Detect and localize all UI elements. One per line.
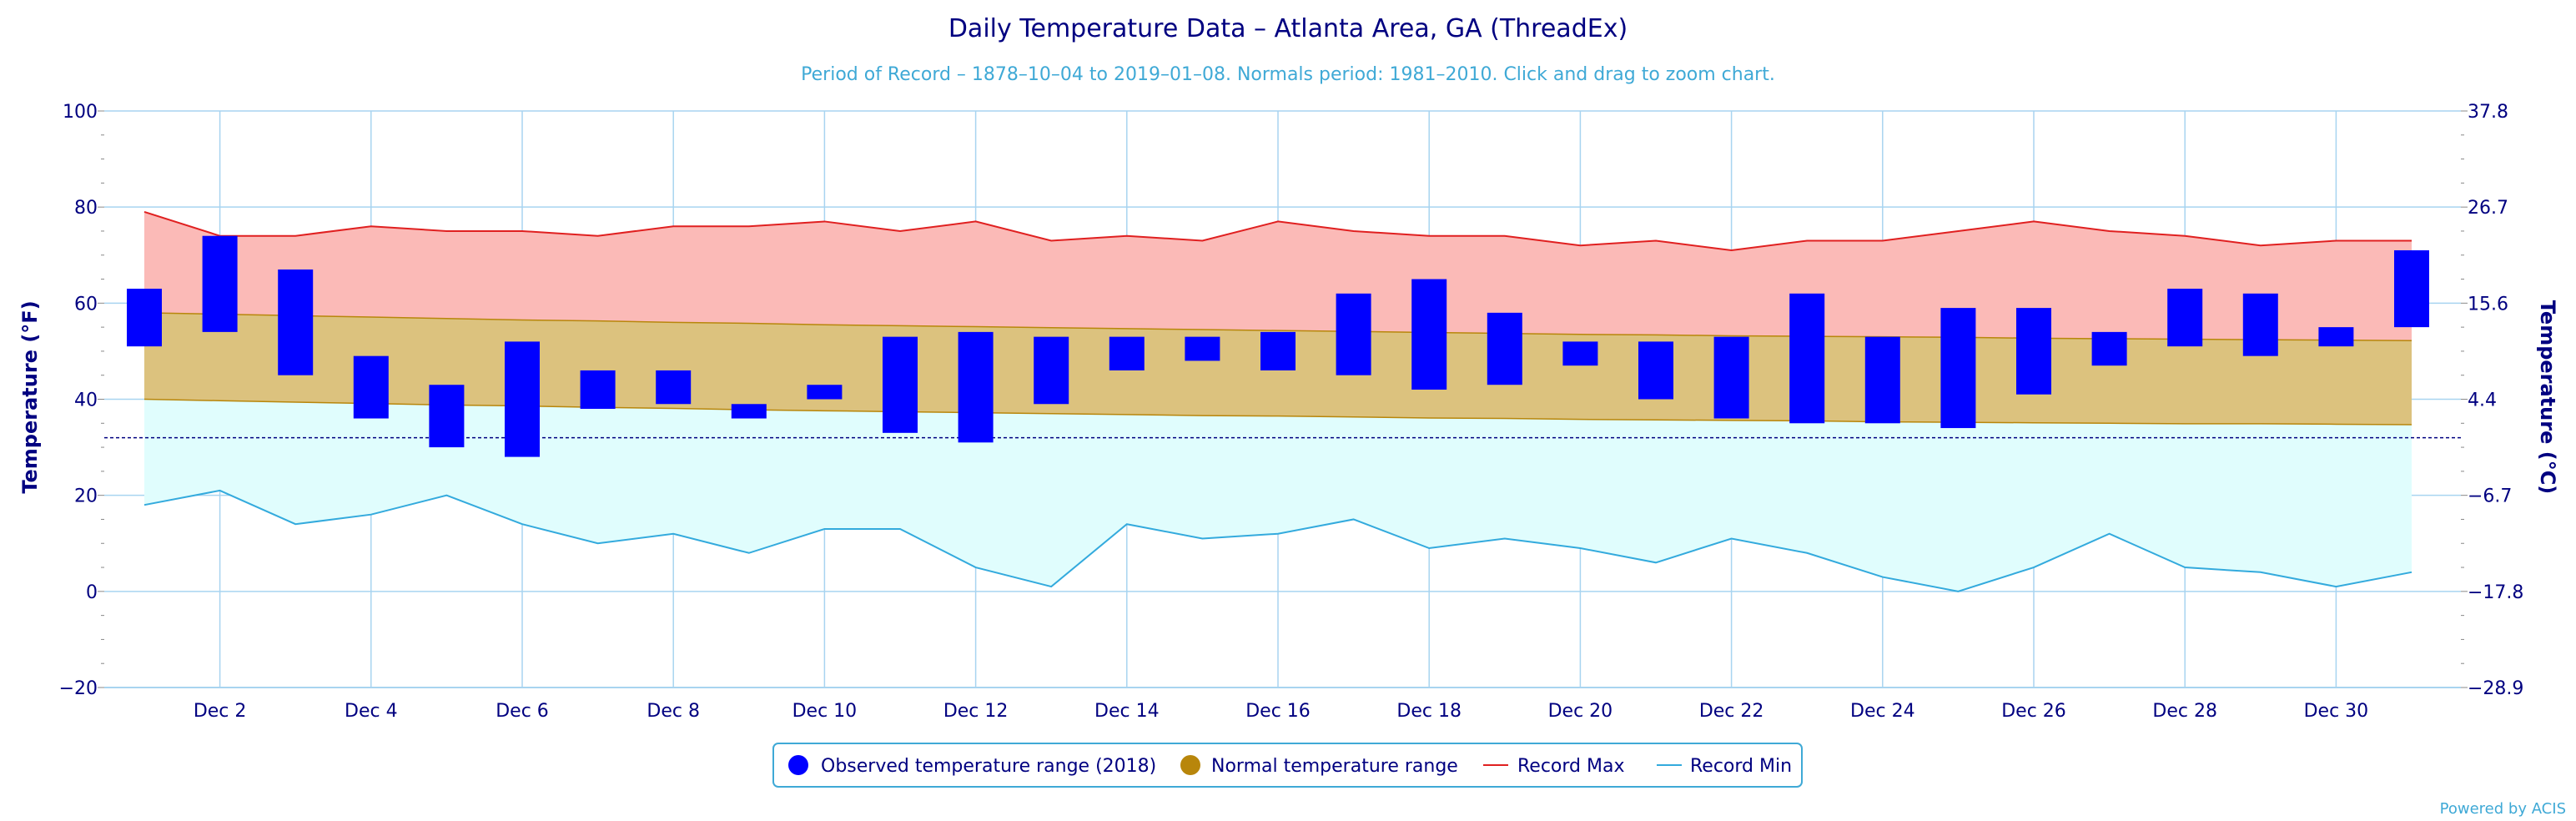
x-tick-label: Dec 4 [345,701,398,722]
x-tick-label: Dec 22 [1699,701,1764,722]
observed-bar[interactable] [656,370,692,405]
observed-bar[interactable] [353,355,389,419]
record-max-area [144,211,2412,341]
observed-bar[interactable] [2091,331,2127,366]
x-tick-label: Dec 2 [194,701,247,722]
x-tick-label: Dec 18 [1396,701,1462,722]
observed-bar[interactable] [1411,279,1447,390]
observed-bar[interactable] [731,404,767,419]
legend-record-min-label: Record Min [1690,756,1792,777]
y-tick-label-right: 4.4 [2468,390,2497,411]
x-tick-label: Dec 8 [647,701,700,722]
y-tick-label-left: 100 [63,102,98,123]
observed-bar[interactable] [1336,293,1371,375]
observed-bar[interactable] [2016,308,2051,395]
observed-range-bars[interactable] [127,235,2429,457]
x-tick-label: Dec 14 [1094,701,1160,722]
observed-bar[interactable] [429,385,465,448]
x-axis-ticks: Dec 2 Dec 4 Dec 6 Dec 8 Dec 10 Dec 12 Dec 14 De… [194,701,2368,722]
y-tick-label-left: 80 [74,198,98,219]
legend-record-max-label: Record Max [1517,756,1625,777]
observed-bar[interactable] [1487,312,1522,385]
y-tick-label-left: 20 [74,486,98,507]
legend[interactable]: Observed temperature range (2018) Normal… [772,743,1803,788]
observed-bar[interactable] [1864,336,1900,424]
observed-bar[interactable] [580,370,616,410]
y-tick-label-right: −6.7 [2468,486,2512,507]
y-axis-left-ticks: 100 80 60 40 20 0 −20 [59,102,104,699]
observed-bar[interactable] [1185,336,1220,361]
credits-link[interactable]: Powered by ACIS [2440,800,2566,818]
y-tick-label-left: −20 [59,678,98,699]
legend-box [772,743,1803,788]
observed-bar[interactable] [1260,331,1296,370]
x-tick-label: Dec 12 [943,701,1009,722]
observed-bar[interactable] [1109,336,1145,370]
x-tick-label: Dec 16 [1245,701,1311,722]
observed-bar[interactable] [2167,289,2203,347]
observed-bar[interactable] [505,341,540,457]
legend-item-observed[interactable]: Observed temperature range (2018) [788,755,1156,777]
x-tick-label: Dec 10 [792,701,858,722]
x-tick-label: Dec 30 [2304,701,2369,722]
legend-observed-label: Observed temperature range (2018) [821,756,1156,777]
legend-item-record-min[interactable]: Record Min [1657,756,1792,777]
legend-observed-marker [788,755,808,775]
observed-bar[interactable] [1789,293,1825,424]
observed-bar[interactable] [883,336,918,433]
observed-bar[interactable] [127,289,162,347]
y-axis-right-title: Temperature (°C) [2536,300,2559,495]
y-tick-label-right: 15.6 [2468,294,2508,315]
record-min-line [143,489,2412,592]
x-tick-label: Dec 20 [1548,701,1613,722]
y-tick-label-left: 0 [86,582,98,603]
chart-subtitle: Period of Record – 1878–10–04 to 2019–01… [801,64,1775,85]
y-tick-label-right: 37.8 [2468,102,2508,123]
observed-bar[interactable] [278,269,314,375]
y-minor-ticks [101,134,2464,664]
y-tick-label-right: −28.9 [2468,678,2523,699]
legend-normal-marker [1180,755,1200,775]
observed-bar[interactable] [1638,341,1673,400]
observed-bar[interactable] [1562,341,1598,366]
observed-bar[interactable] [2394,249,2429,328]
observed-bar[interactable] [807,385,843,400]
observed-bar[interactable] [2318,327,2354,347]
x-tick-label: Dec 6 [496,701,549,722]
chart-title: Daily Temperature Data – Atlanta Area, G… [948,14,1628,43]
y-tick-label-left: 40 [74,390,98,411]
x-tick-label: Dec 24 [1850,701,1915,722]
y-axis-left-title: Temperature (°F) [18,300,42,493]
legend-normal-label: Normal temperature range [1211,756,1458,777]
observed-bar[interactable] [2242,293,2278,356]
y-tick-label-right: 26.7 [2468,198,2508,219]
legend-item-record-max[interactable]: Record Max [1483,756,1625,777]
y-axis-right-ticks: 37.8 26.7 15.6 4.4 −6.7 −17.8 −28.9 [2461,102,2523,699]
record-max-line [143,210,2412,251]
y-tick-label-right: −17.8 [2468,582,2523,603]
x-tick-label: Dec 28 [2152,701,2217,722]
observed-bar[interactable] [958,331,994,443]
observed-bar[interactable] [1034,336,1069,405]
legend-item-normal[interactable]: Normal temperature range [1180,755,1458,777]
y-tick-label-left: 60 [74,294,98,315]
observed-bar[interactable] [202,235,238,332]
x-tick-label: Dec 26 [2001,701,2066,722]
observed-bar[interactable] [1713,336,1749,419]
observed-bar[interactable] [1940,308,1976,429]
